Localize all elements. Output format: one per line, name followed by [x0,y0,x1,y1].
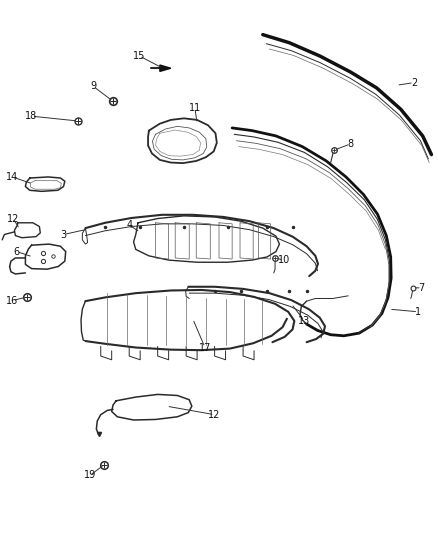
Text: 11: 11 [189,103,201,112]
Text: 15: 15 [133,51,145,61]
Text: 4: 4 [126,220,132,230]
Polygon shape [160,65,171,71]
Text: 13: 13 [298,316,311,326]
Text: 14: 14 [6,172,18,182]
Text: 3: 3 [60,230,67,239]
Text: 1: 1 [415,307,421,317]
Text: 19: 19 [84,471,96,480]
Text: 7: 7 [419,283,425,293]
Text: 17: 17 [199,343,211,352]
Text: 6: 6 [14,247,20,256]
Text: 9: 9 [90,82,96,91]
Text: 10: 10 [278,255,290,265]
Text: 16: 16 [6,296,18,305]
Text: 8: 8 [347,139,353,149]
Text: 2: 2 [411,78,417,87]
Text: 12: 12 [208,410,221,419]
Text: 18: 18 [25,111,38,121]
Text: 12: 12 [7,214,19,223]
